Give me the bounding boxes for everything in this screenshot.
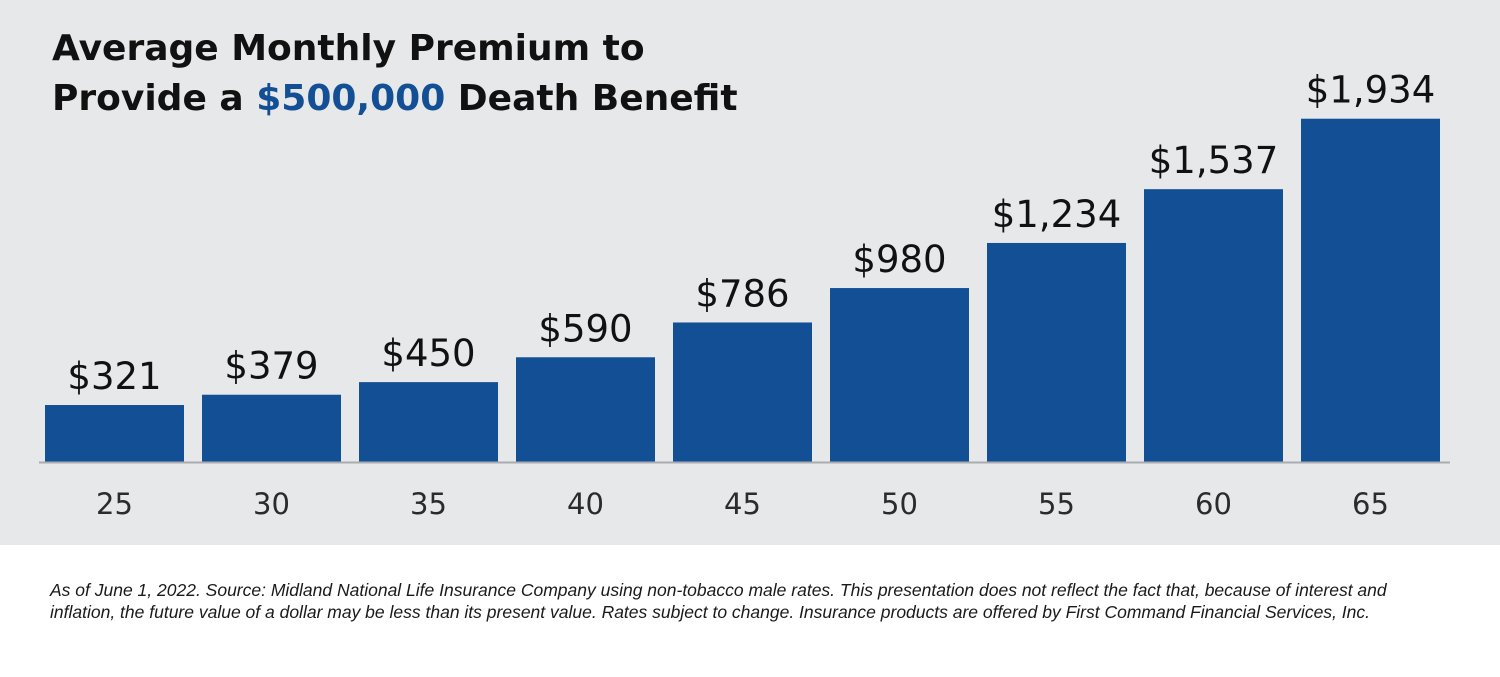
title-suffix: Death Benefit <box>445 78 738 119</box>
bar-age-45 <box>673 322 812 462</box>
x-tick-label-60: 60 <box>1195 487 1232 521</box>
bar-age-25 <box>45 405 184 462</box>
x-tick-label-25: 25 <box>96 487 133 521</box>
footnote: As of June 1, 2022. Source: Midland Nati… <box>50 580 1387 622</box>
title-prefix: Provide a <box>52 78 257 119</box>
data-label-age-60: $1,537 <box>1149 139 1278 182</box>
bar-age-35 <box>359 382 498 462</box>
data-label-age-50: $980 <box>852 238 946 281</box>
bar-age-40 <box>516 357 655 462</box>
bar-age-60 <box>1144 189 1283 462</box>
x-tick-label-55: 55 <box>1038 487 1075 521</box>
title-line-2: Provide a $500,000 Death Benefit <box>52 74 738 124</box>
x-tick-label-45: 45 <box>724 487 761 521</box>
chart-title: Average Monthly Premium to Provide a $50… <box>52 24 738 124</box>
data-label-age-35: $450 <box>381 332 475 375</box>
bar-age-50 <box>830 288 969 462</box>
data-label-age-55: $1,234 <box>992 193 1121 236</box>
bar-chart: $321 25 $379 30 $450 35 $590 40 $786 45 $980 50 $1,2… <box>39 69 1450 521</box>
bar-age-55 <box>987 242 1126 462</box>
title-highlight-amount: $500,000 <box>256 78 446 119</box>
x-tick-label-65: 65 <box>1352 487 1389 521</box>
x-tick-label-40: 40 <box>567 487 604 521</box>
bar-age-30 <box>202 394 341 462</box>
data-label-age-40: $590 <box>538 307 632 350</box>
x-tick-label-35: 35 <box>410 487 447 521</box>
x-tick-label-50: 50 <box>881 487 918 521</box>
title-line-1: Average Monthly Premium to <box>52 28 645 69</box>
data-label-age-45: $786 <box>695 272 789 315</box>
data-label-age-30: $379 <box>224 345 318 388</box>
x-tick-label-30: 30 <box>253 487 290 521</box>
data-label-age-25: $321 <box>67 355 161 398</box>
data-label-age-65: $1,934 <box>1306 69 1435 112</box>
bar-age-65 <box>1301 118 1440 462</box>
